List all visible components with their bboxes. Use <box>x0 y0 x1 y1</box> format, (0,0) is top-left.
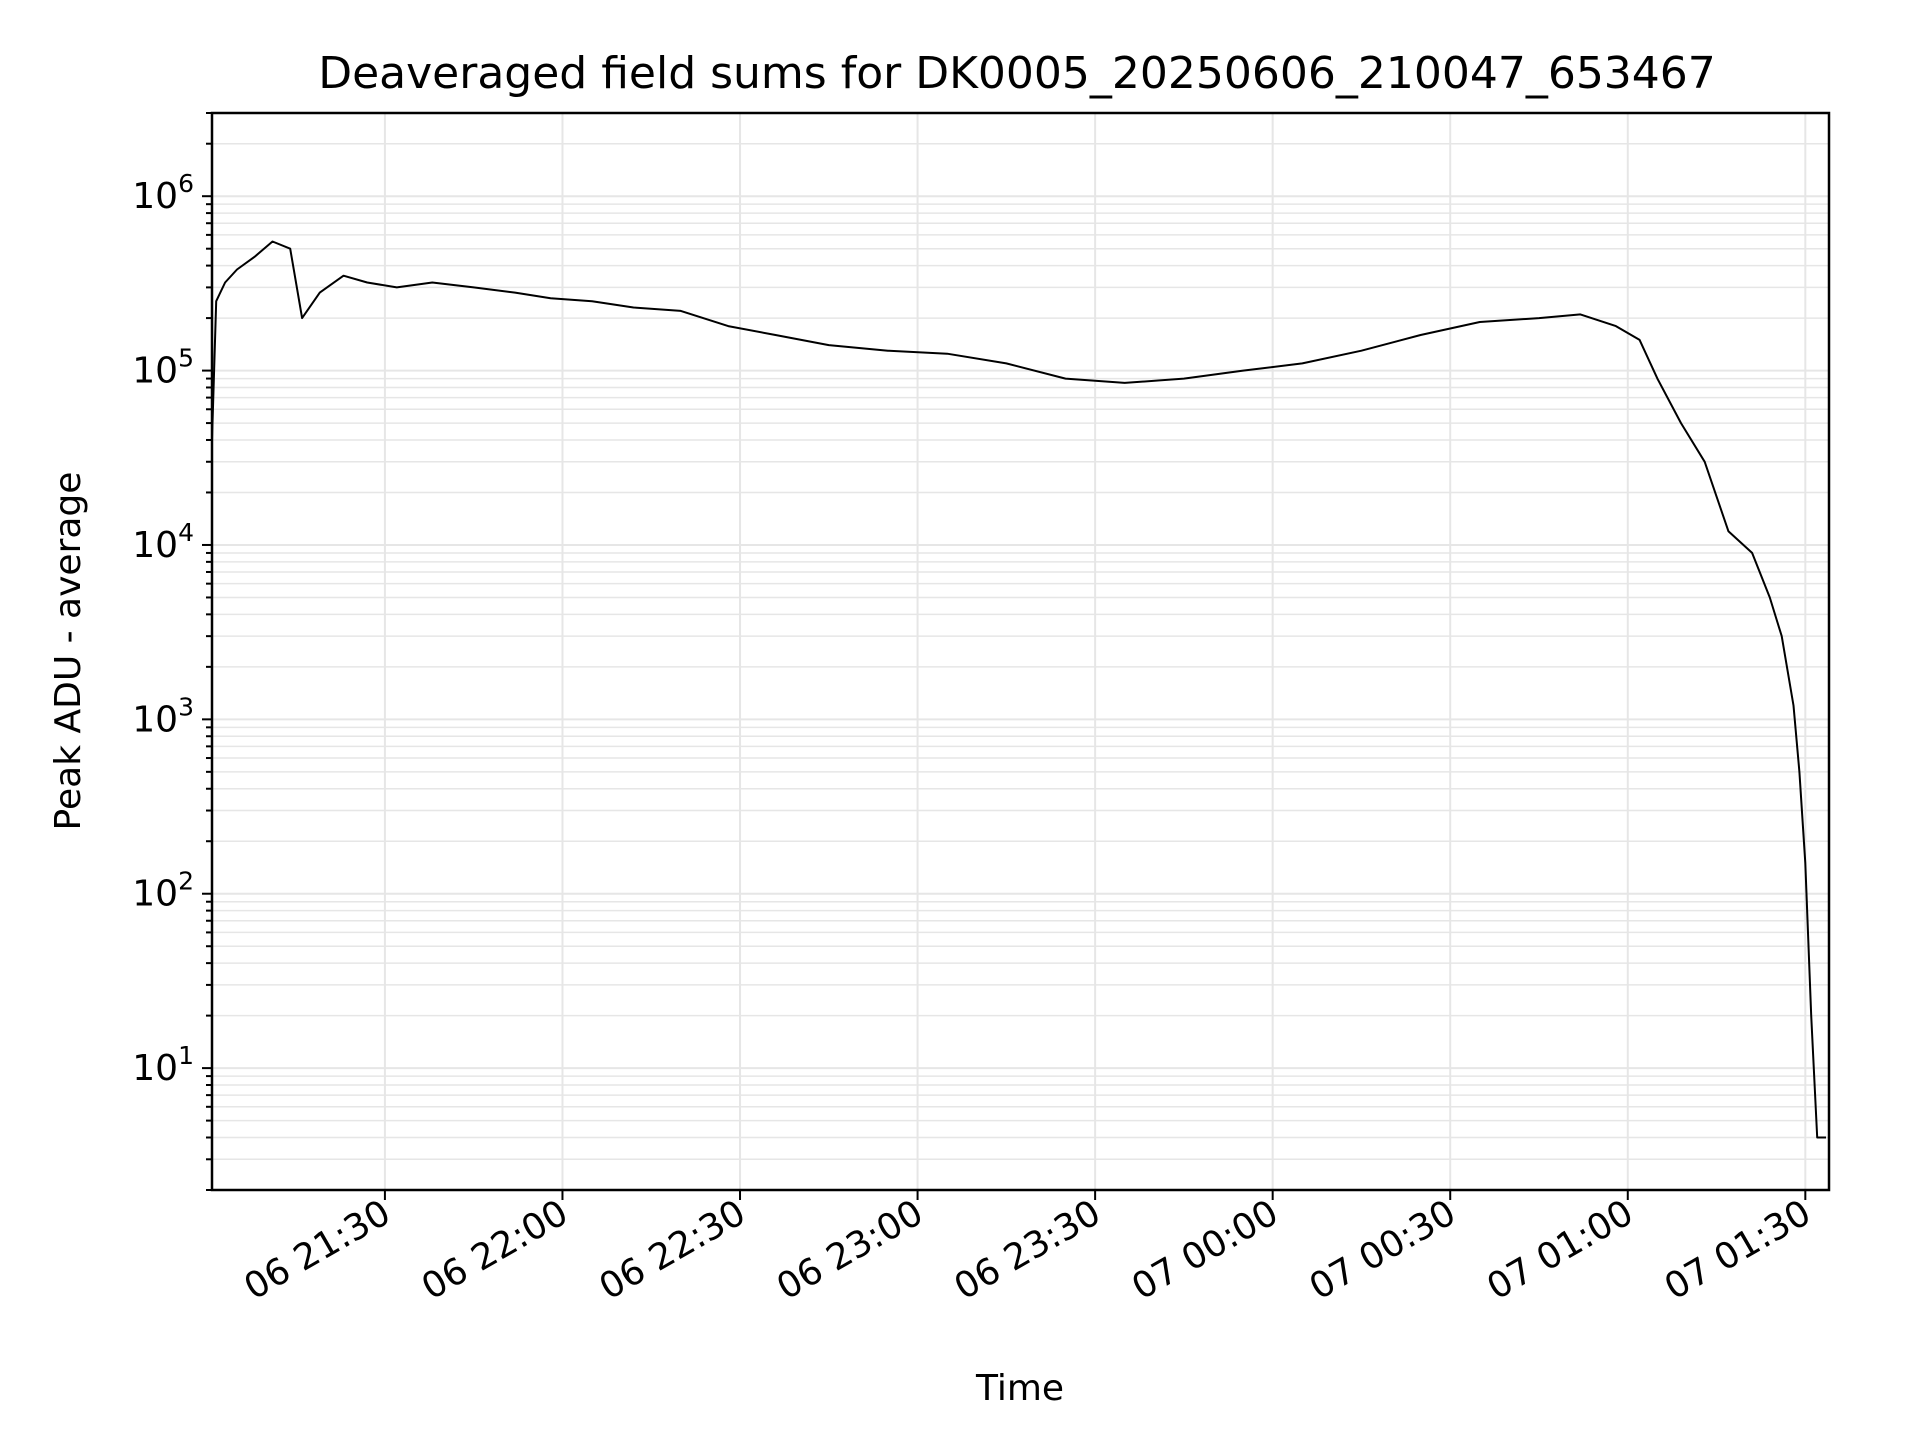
x-axis: 06 21:30 06 22:00 06 22:30 06 23:00 06 23:30… <box>237 1190 1818 1308</box>
y-tick-label: 103 <box>132 692 194 740</box>
y-axis: 101 102 103 104 105 106 <box>132 112 212 1191</box>
y-tick-label: 104 <box>132 518 194 566</box>
x-tick-label: 07 00:00 <box>1125 1192 1285 1308</box>
x-tick-label: 06 21:30 <box>237 1192 397 1308</box>
x-tick-label: 06 22:00 <box>415 1192 575 1308</box>
y-tick-label: 101 <box>132 1041 194 1089</box>
y-axis-label: Peak ADU - average <box>48 472 89 831</box>
y-tick-label: 105 <box>132 344 194 392</box>
x-tick-label: 06 23:00 <box>770 1192 930 1308</box>
x-axis-label: Time <box>975 1368 1064 1409</box>
series-group <box>211 240 1826 1139</box>
plot-frame <box>210 111 1831 1192</box>
x-tick-label: 06 22:30 <box>593 1192 753 1308</box>
series-line <box>211 240 1826 1139</box>
x-tick-label: 07 00:30 <box>1303 1192 1463 1308</box>
x-tick-label: 07 01:00 <box>1480 1192 1640 1308</box>
grid <box>212 112 1829 1191</box>
y-tick-label: 106 <box>132 169 194 217</box>
chart-title: Deaveraged field sums for DK0005_2025060… <box>318 48 1716 99</box>
y-tick-label: 102 <box>132 867 194 915</box>
x-tick-label: 06 23:30 <box>948 1192 1108 1308</box>
x-tick-label: 07 01:30 <box>1658 1192 1818 1308</box>
